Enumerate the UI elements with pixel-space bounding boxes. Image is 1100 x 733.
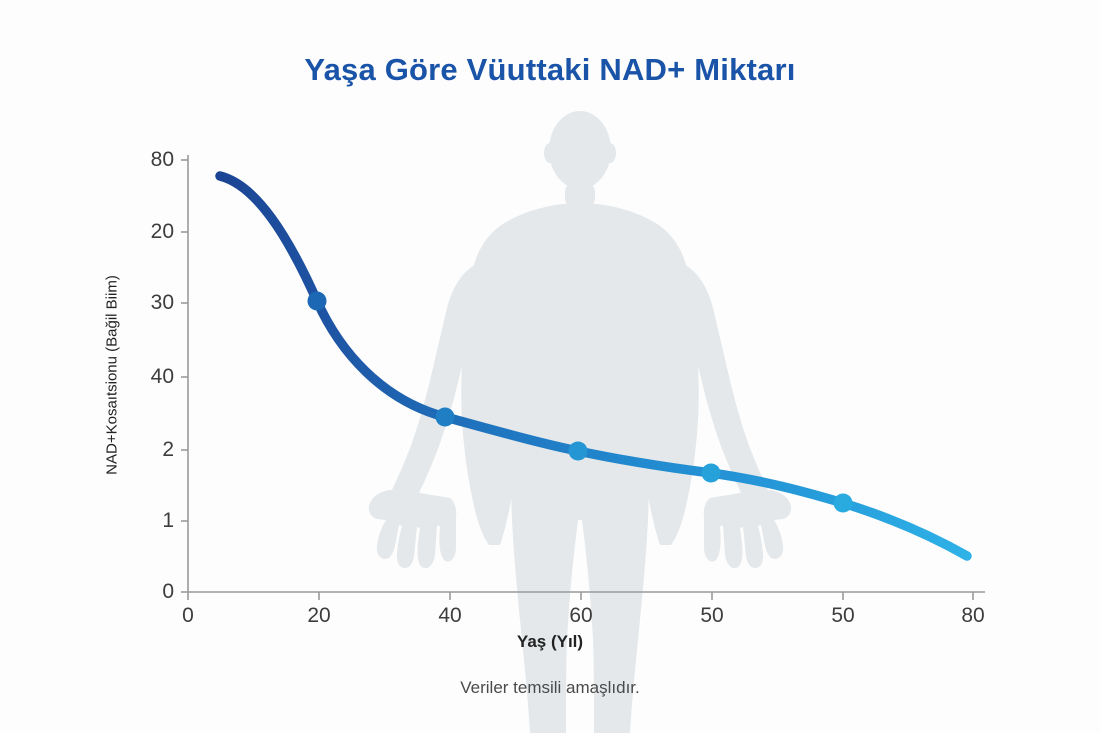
data-point[interactable] — [435, 407, 455, 427]
y-tick-label: 0 — [162, 580, 174, 603]
y-tick-label: 20 — [150, 220, 174, 243]
x-tick-label: 80 — [961, 604, 985, 627]
x-tick-label: 20 — [307, 604, 331, 627]
x-tick-label: 0 — [182, 604, 194, 627]
data-point[interactable] — [833, 493, 853, 513]
chart-caption: Veriler temsili amaşlıdır. — [460, 678, 640, 697]
human-silhouette-icon — [368, 111, 792, 733]
y-tick-label: 1 — [162, 509, 174, 532]
y-tick-label: 80 — [150, 148, 174, 171]
x-axis-ticks — [187, 592, 974, 600]
x-tick-label: 60 — [569, 604, 593, 627]
data-point[interactable] — [307, 291, 327, 311]
y-axis-title: NAD+Kosaıtsionu (Bağil Biim) — [103, 275, 121, 475]
x-tick-label: 50 — [831, 604, 855, 627]
y-axis-ticks — [181, 159, 188, 593]
axis-lines — [187, 155, 985, 593]
y-tick-label: 2 — [162, 438, 174, 461]
y-tick-label: 40 — [150, 365, 174, 388]
data-point-markers[interactable] — [307, 291, 853, 513]
x-tick-label: 50 — [700, 604, 724, 627]
data-point[interactable] — [568, 441, 588, 461]
x-axis-title: Yaş (Yıl) — [516, 632, 584, 651]
x-tick-label: 40 — [438, 604, 462, 627]
data-point[interactable] — [701, 463, 721, 483]
y-tick-label: 30 — [150, 291, 174, 314]
page-title: Yaşa Göre Vüuttaki NAD+ Miktarı — [304, 52, 796, 87]
